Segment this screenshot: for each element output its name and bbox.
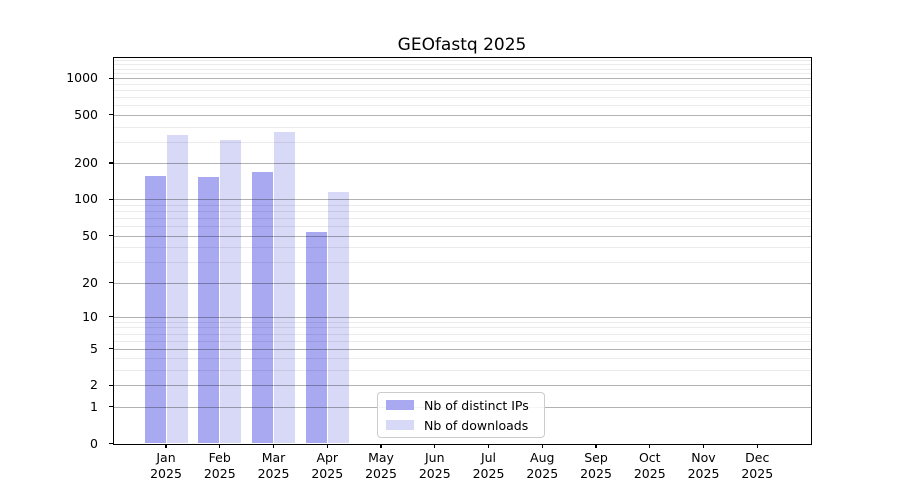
- x-tick-feb: [219, 443, 221, 448]
- minor-gridline-1100: [113, 73, 811, 75]
- y-tick-label-500: 500: [74, 106, 98, 122]
- gridline-500: [113, 114, 811, 116]
- minor-gridline-400: [113, 126, 811, 128]
- x-tick-dec: [756, 443, 758, 448]
- y-tick-500: [109, 114, 114, 116]
- minor-gridline-9: [113, 321, 811, 323]
- minor-gridline-4: [113, 358, 811, 360]
- minor-gridline-70: [113, 218, 811, 220]
- bar-downloads-apr: [327, 191, 349, 444]
- bar-distinct-ips-apr: [305, 231, 327, 444]
- y-tick-100: [109, 198, 114, 201]
- x-tick-jan: [165, 443, 167, 448]
- legend-swatch-distinct-ips-icon: [386, 400, 414, 410]
- x-tick-label-jun: Jun 2025: [418, 449, 451, 481]
- minor-gridline-60: [113, 226, 811, 228]
- y-tick-label-5: 5: [90, 340, 98, 356]
- x-tick-label-jan: Jan 2025: [150, 449, 182, 481]
- y-tick-2: [109, 384, 114, 386]
- gridline-2: [113, 385, 811, 387]
- x-tick-label-feb: Feb 2025: [203, 449, 236, 481]
- y-tick-label-100: 100: [74, 191, 98, 207]
- bar-downloads-mar: [274, 132, 295, 444]
- x-tick-label-oct: Oct 2025: [633, 449, 666, 481]
- y-tick-label-2: 2: [90, 377, 98, 393]
- x-tick-may: [380, 443, 382, 448]
- minor-gridline-7: [113, 333, 811, 335]
- bar-distinct-ips-mar: [252, 171, 273, 444]
- minor-gridline-900: [113, 83, 811, 85]
- x-tick-nov: [702, 443, 705, 448]
- x-tick-label-sep: Sep 2025: [580, 449, 612, 481]
- legend: Nb of distinct IPs Nb of downloads: [377, 392, 545, 438]
- x-tick-apr: [326, 443, 328, 448]
- y-tick-200: [109, 162, 114, 164]
- gridline-1000: [113, 78, 811, 80]
- minor-gridline-600: [113, 105, 811, 107]
- y-tick-5: [109, 348, 114, 350]
- x-tick-label-dec: Dec 2025: [741, 449, 774, 481]
- x-tick-oct: [649, 443, 651, 448]
- minor-gridline-8: [113, 327, 811, 329]
- y-tick-10: [109, 316, 114, 318]
- legend-swatch-downloads-icon: [386, 420, 414, 430]
- bar-downloads-jan: [166, 134, 188, 444]
- y-tick-label-1: 1: [90, 398, 98, 414]
- x-tick-label-aug: Aug 2025: [526, 449, 559, 481]
- legend-label-downloads: Nb of downloads: [424, 417, 529, 433]
- y-tick-1000: [109, 77, 114, 79]
- y-tick-label-1000: 1000: [66, 70, 98, 86]
- y-tick-1: [109, 406, 114, 408]
- gridline-50: [113, 235, 811, 237]
- x-tick-jun: [434, 443, 436, 448]
- minor-gridline-300: [113, 141, 811, 143]
- minor-gridline-3: [113, 370, 811, 372]
- bar-distinct-ips-feb: [198, 176, 220, 444]
- minor-gridline-1400: [113, 60, 811, 62]
- gridline-20: [113, 282, 811, 284]
- x-tick-label-may: May 2025: [365, 449, 397, 481]
- minor-gridline-80: [113, 211, 811, 213]
- y-tick-50: [109, 235, 114, 237]
- y-tick-label-20: 20: [82, 274, 98, 290]
- x-tick-jul: [487, 443, 490, 448]
- minor-gridline-700: [113, 97, 811, 99]
- bar-distinct-ips-jan: [144, 176, 166, 444]
- legend-item-distinct-ips: Nb of distinct IPs: [386, 397, 536, 413]
- gridline-100: [113, 199, 811, 201]
- y-tick-label-50: 50: [82, 227, 98, 243]
- x-tick-aug: [541, 443, 543, 448]
- minor-gridline-6: [113, 340, 811, 342]
- chart-title: GEOfastq 2025: [397, 35, 527, 55]
- minor-gridline-1300: [113, 64, 811, 66]
- minor-gridline-40: [113, 247, 811, 249]
- legend-label-distinct-ips: Nb of distinct IPs: [424, 397, 529, 413]
- minor-gridline-800: [113, 89, 811, 91]
- x-tick-label-jul: Jul 2025: [472, 449, 505, 481]
- y-tick-20: [109, 281, 114, 284]
- minor-gridline-30: [113, 261, 811, 263]
- bar-downloads-feb: [220, 139, 242, 444]
- y-tick-label-200: 200: [74, 155, 98, 171]
- gridline-5: [113, 348, 811, 350]
- x-tick-label-nov: Nov 2025: [687, 449, 720, 481]
- y-tick-0: [109, 442, 114, 445]
- x-tick-sep: [595, 443, 597, 448]
- x-tick-label-mar: Mar 2025: [257, 449, 290, 481]
- minor-gridline-1200: [113, 68, 811, 70]
- y-tick-label-10: 10: [82, 308, 98, 324]
- minor-gridline-90: [113, 204, 811, 206]
- x-tick-mar: [272, 443, 275, 448]
- x-tick-label-apr: Apr 2025: [311, 449, 344, 481]
- gridline-10: [113, 316, 811, 318]
- legend-item-downloads: Nb of downloads: [386, 417, 536, 433]
- y-tick-label-0: 0: [90, 435, 98, 451]
- gridline-200: [113, 163, 811, 165]
